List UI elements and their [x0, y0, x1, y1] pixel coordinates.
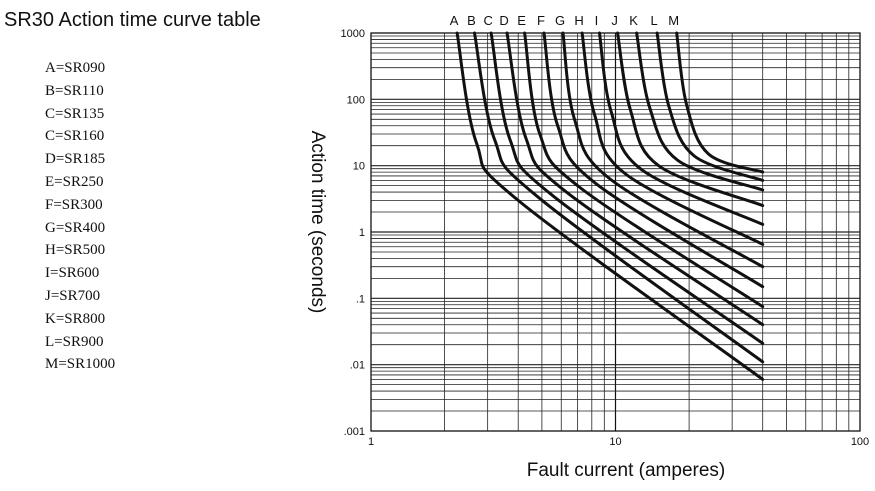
curve-label-l: L — [651, 13, 658, 28]
curve-label-a: A — [450, 13, 459, 28]
curve-label-k: K — [629, 13, 638, 28]
y-tick-label: .1 — [356, 293, 365, 305]
x-tick-label: 10 — [609, 436, 621, 448]
curve-b — [473, 31, 765, 364]
curve-label-c: C — [483, 13, 492, 28]
legend-item: B=SR110 — [45, 82, 104, 99]
legend-item: G=SR400 — [45, 219, 106, 236]
legend-item: A=SR090 — [45, 60, 106, 76]
curve-label-h: H — [574, 13, 583, 28]
curve-label-m: M — [668, 13, 679, 28]
y-tick-label: 1 — [359, 227, 365, 239]
curve-d — [505, 31, 765, 327]
legend-item: D=SR185 — [45, 151, 106, 168]
curve-label-j: J — [611, 13, 618, 28]
y-tick-label: 100 — [347, 94, 365, 106]
legend-item: F=SR300 — [45, 196, 103, 213]
curve-j — [616, 31, 765, 208]
legend-item: E=SR250 — [45, 173, 104, 190]
x-tick-label: 1 — [368, 436, 374, 448]
curve-label-f: F — [537, 13, 545, 28]
curve-e — [523, 31, 765, 309]
y-tick-label: 10 — [353, 161, 365, 173]
x-tick-label: 100 — [851, 436, 869, 448]
x-axis-label: Fault current (amperes) — [527, 460, 726, 481]
curve-h — [580, 31, 765, 246]
y-tick-label: .001 — [344, 426, 365, 438]
y-tick-label: .01 — [350, 360, 365, 372]
legend-item: M=SR1000 — [45, 356, 116, 373]
legend-item: H=SR500 — [45, 242, 106, 259]
curves — [455, 31, 765, 381]
grid-lines — [371, 33, 860, 431]
curve-i — [598, 31, 765, 226]
curve-a — [455, 31, 765, 381]
curve-f — [542, 31, 765, 289]
curve-k — [635, 31, 765, 192]
legend-item: I=SR600 — [45, 265, 100, 282]
curve-label-e: E — [517, 13, 526, 28]
chart-title: SR30 Action time curve table — [4, 9, 261, 31]
legend-item: K=SR800 — [45, 310, 106, 327]
curve-c — [489, 31, 765, 345]
curve-label-d: D — [499, 13, 508, 28]
legend-item: C=SR160 — [45, 128, 105, 145]
curve-g — [561, 31, 765, 269]
curve-l — [655, 31, 765, 182]
legend-list: A=SR090 B=SR110 C=SR135 C=SR160 D=SR185 E=SR2… — [45, 57, 115, 376]
legend-item: J=SR700 — [45, 287, 101, 304]
curve-label-g: G — [555, 13, 565, 28]
legend-item: C=SR135 — [45, 105, 105, 122]
y-tick-label: 1000 — [341, 28, 365, 40]
legend-item: L=SR900 — [45, 333, 104, 350]
curve-m — [675, 31, 765, 174]
curve-label-i: I — [595, 13, 599, 28]
y-axis-label: Action time (seconds) — [307, 131, 328, 314]
curve-label-b: B — [467, 13, 476, 28]
